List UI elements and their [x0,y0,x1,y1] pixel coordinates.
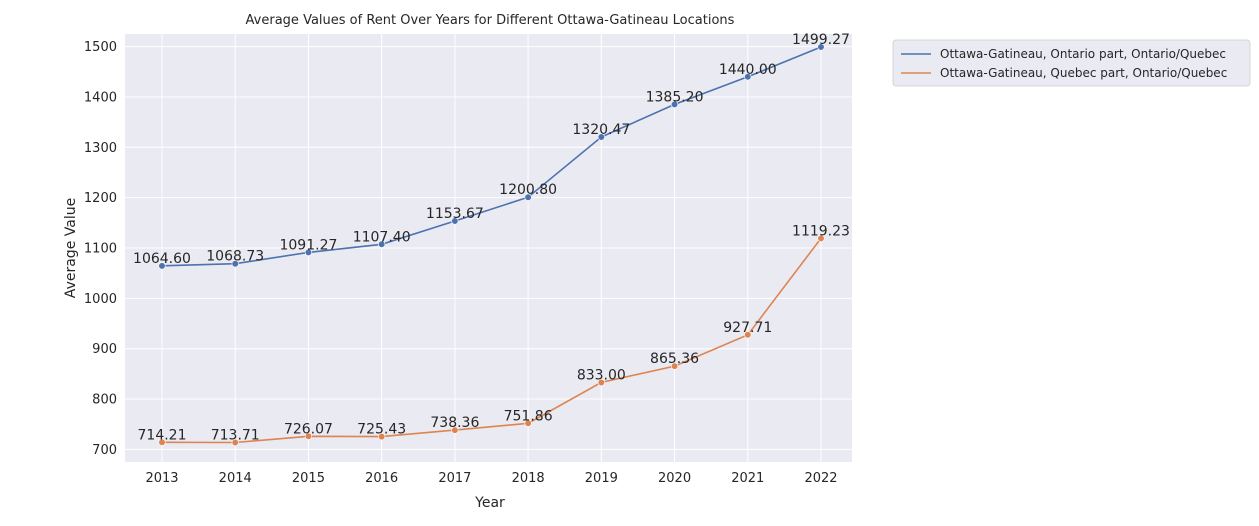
data-point [158,438,166,446]
data-point [597,378,605,387]
data-point [817,43,825,51]
data-point [158,262,166,270]
legend-label-quebec: Ottawa-Gatineau, Quebec part, Ontario/Qu… [940,66,1227,80]
x-tick-label: 2019 [585,471,618,486]
data-point [670,100,679,108]
x-tick-label: 2014 [219,471,252,486]
series-line-1 [161,237,822,444]
legend-label-ontario: Ottawa-Gatineau, Ontario part, Ontario/Q… [940,47,1226,61]
y-axis-ticks: 700 800 900 1000 1100 1200 1300 1400 1500 [84,40,117,458]
y-tick-label: 1000 [84,292,117,307]
series-line-0 [161,46,822,267]
x-tick-label: 2013 [145,471,178,486]
x-tick-label: 2020 [658,471,691,486]
data-label: 751.86 [504,408,553,424]
y-tick-label: 700 [92,443,117,458]
data-label: 1320.47 [572,122,630,138]
data-point [524,419,532,427]
data-label: 1068.73 [206,249,264,265]
data-labels: 1064.60 1068.73 1091.27 1107.40 1153.67 1200.… [133,32,850,444]
data-point [670,362,679,370]
data-label: 1119.23 [792,223,850,239]
data-point [524,193,532,201]
data-label: 713.71 [211,428,260,444]
data-point [744,331,752,339]
data-label: 865.36 [650,351,699,367]
data-label: 1153.67 [426,206,484,222]
data-label: 833.00 [577,367,626,383]
y-tick-label: 1300 [84,141,117,156]
data-label: 738.36 [430,415,479,431]
x-tick-label: 2017 [438,471,471,486]
data-point [378,433,386,441]
data-label: 1091.27 [279,237,337,253]
data-label: 1200.80 [499,182,557,198]
data-label: 927.71 [723,320,772,336]
y-tick-label: 800 [92,393,117,408]
data-label: 726.07 [284,421,333,437]
data-point [451,426,459,434]
y-tick-label: 1400 [84,90,117,105]
data-point [231,260,239,268]
y-tick-label: 900 [92,342,117,357]
data-label: 725.43 [357,422,406,438]
x-axis-label: Year [474,495,505,511]
legend-box [892,39,1251,87]
chart-title: Average Values of Rent Over Years for Di… [246,13,735,28]
data-point [817,234,825,242]
data-label: 1064.60 [133,251,191,267]
data-point [378,240,386,248]
data-label: 1499.27 [792,32,850,48]
x-tick-label: 2015 [292,471,325,486]
data-point [744,73,752,81]
data-label: 714.21 [138,427,187,443]
y-tick-label: 1100 [84,242,117,257]
legend: Ottawa-Gatineau, Ontario part, Ontario/Q… [892,39,1251,87]
y-tick-label: 1200 [84,191,117,206]
series-layer [158,43,825,447]
data-label: 1440.00 [719,62,777,78]
data-point [451,217,459,225]
grid [125,34,852,462]
data-point [304,248,313,256]
data-point [597,133,605,141]
x-tick-label: 2018 [512,471,545,486]
x-tick-label: 2022 [804,471,837,486]
x-tick-label: 2021 [731,471,764,486]
x-tick-label: 2016 [365,471,398,486]
data-label: 1107.40 [353,229,411,245]
data-point [304,432,313,440]
data-point [231,438,239,447]
x-axis-ticks: 2013 2014 2015 2016 2017 2018 2019 2020 2021 2022 [145,471,837,486]
y-tick-label: 1500 [84,40,117,55]
data-label: 1385.20 [646,89,704,105]
y-axis-label: Average Value [63,198,79,298]
